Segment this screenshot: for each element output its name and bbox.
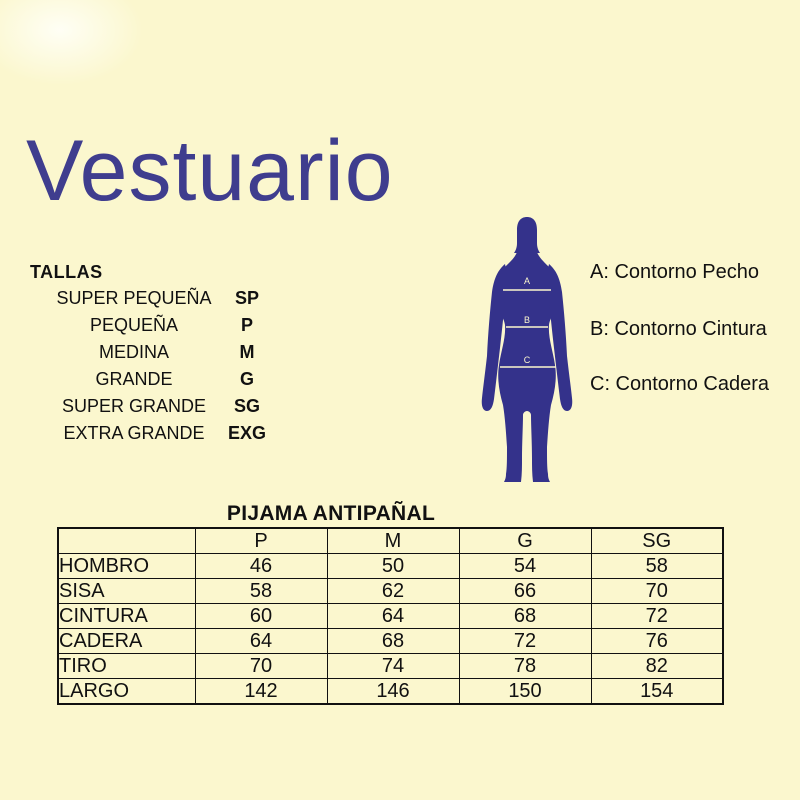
table-cell: 82 bbox=[590, 653, 724, 679]
sizes-heading: TALLAS bbox=[30, 262, 103, 282]
size-name: GRANDE bbox=[95, 369, 173, 389]
table-header-row: P M G SG bbox=[57, 527, 724, 554]
background-glow bbox=[0, 0, 150, 90]
size-name: PEQUEÑA bbox=[89, 315, 179, 335]
row-label: CINTURA bbox=[57, 603, 196, 629]
page-title: Vestuario bbox=[26, 123, 394, 219]
table-title: PIJAMA ANTIPAÑAL bbox=[226, 502, 436, 525]
table-cell: 150 bbox=[458, 678, 592, 705]
table-cell: 62 bbox=[326, 578, 460, 604]
size-abbr: G bbox=[239, 369, 254, 389]
size-abbr: EXG bbox=[227, 423, 266, 443]
table-cell: 146 bbox=[326, 678, 460, 705]
row-label: CADERA bbox=[57, 628, 196, 654]
table-row: TIRO 70 74 78 82 bbox=[57, 653, 724, 679]
table-cell: 70 bbox=[590, 578, 724, 604]
row-label: SISA bbox=[57, 578, 196, 604]
table-cell: 66 bbox=[458, 578, 592, 604]
table-cell: 74 bbox=[326, 653, 460, 679]
size-row: EXTRA GRANDE EXG bbox=[34, 420, 266, 447]
row-label: TIRO bbox=[57, 653, 196, 679]
size-abbr: SP bbox=[234, 288, 259, 308]
table-cell: 154 bbox=[590, 678, 724, 705]
size-row: GRANDE G bbox=[34, 366, 262, 393]
table-cell: 70 bbox=[194, 653, 328, 679]
marker-b: B bbox=[524, 315, 530, 325]
column-header-sg: SG bbox=[590, 527, 724, 554]
silhouette-right-arm bbox=[547, 264, 573, 411]
table-cell: 142 bbox=[194, 678, 328, 705]
silhouette-torso-legs bbox=[495, 248, 559, 482]
column-header-m: M bbox=[326, 527, 460, 554]
table-cell: 68 bbox=[458, 603, 592, 629]
table-cell: 46 bbox=[194, 553, 328, 579]
table-cell: 60 bbox=[194, 603, 328, 629]
table-cell: 72 bbox=[590, 603, 724, 629]
silhouette-head-neck bbox=[514, 217, 540, 253]
table-cell: 76 bbox=[590, 628, 724, 654]
size-row: SUPER GRANDE SG bbox=[34, 393, 262, 420]
table-cell: 50 bbox=[326, 553, 460, 579]
column-header-p: P bbox=[194, 527, 328, 554]
row-label: HOMBRO bbox=[57, 553, 196, 579]
silhouette-left-arm bbox=[481, 264, 507, 411]
table-cell: 58 bbox=[194, 578, 328, 604]
size-row: PEQUEÑA P bbox=[34, 312, 262, 339]
column-header-g: G bbox=[458, 527, 592, 554]
row-label: LARGO bbox=[57, 678, 196, 705]
legend-item-hip: C: Contorno Cadera bbox=[590, 373, 769, 395]
size-name: SUPER GRANDE bbox=[61, 396, 207, 416]
size-row: MEDINA M bbox=[34, 339, 262, 366]
table-row: LARGO 142 146 150 154 bbox=[57, 678, 724, 705]
table-cell: 72 bbox=[458, 628, 592, 654]
table-row: CINTURA 60 64 68 72 bbox=[57, 603, 724, 629]
column-header-empty bbox=[57, 527, 196, 554]
table-row: HOMBRO 46 50 54 58 bbox=[57, 553, 724, 579]
size-table: P M G SG HOMBRO 46 50 54 58 SISA 58 62 6… bbox=[57, 527, 724, 705]
table-cell: 78 bbox=[458, 653, 592, 679]
marker-c: C bbox=[524, 355, 531, 365]
size-abbr: M bbox=[239, 342, 255, 362]
size-name: EXTRA GRANDE bbox=[63, 423, 205, 443]
table-row: CADERA 64 68 72 76 bbox=[57, 628, 724, 654]
table-cell: 58 bbox=[590, 553, 724, 579]
table-cell: 64 bbox=[194, 628, 328, 654]
table-cell: 54 bbox=[458, 553, 592, 579]
size-name: MEDINA bbox=[98, 342, 169, 362]
legend-item-chest: A: Contorno Pecho bbox=[590, 261, 759, 283]
size-row: SUPER PEQUEÑA SP bbox=[34, 285, 262, 312]
table-cell: 68 bbox=[326, 628, 460, 654]
table-row: SISA 58 62 66 70 bbox=[57, 578, 724, 604]
legend-item-waist: B: Contorno Cintura bbox=[590, 318, 767, 340]
size-abbr: P bbox=[240, 315, 253, 335]
table-cell: 64 bbox=[326, 603, 460, 629]
size-abbr: SG bbox=[233, 396, 260, 416]
female-silhouette: A B C bbox=[481, 217, 573, 482]
size-name: SUPER PEQUEÑA bbox=[56, 288, 212, 308]
marker-a: A bbox=[524, 276, 530, 286]
